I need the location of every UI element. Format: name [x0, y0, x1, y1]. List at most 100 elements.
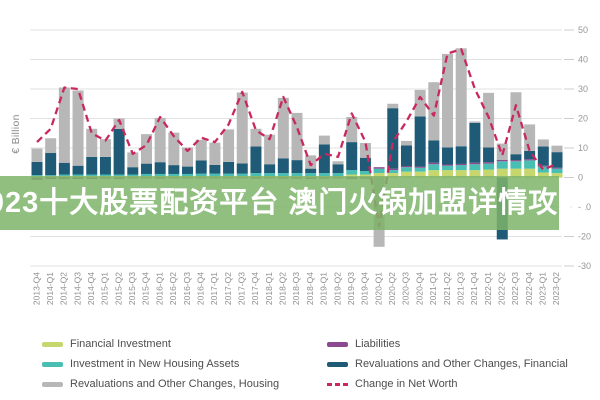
bar-segment [551, 152, 563, 168]
bar-segment [332, 173, 344, 177]
bar-segment [400, 145, 412, 166]
x-axis-label: 2014-Q4 [86, 272, 96, 305]
bar-segment [455, 163, 467, 166]
bar-segment [373, 167, 385, 169]
bar-segment [387, 103, 399, 109]
legend-item: Investment in New Housing Assets [42, 356, 239, 372]
bar-2021-Q1 [428, 82, 440, 178]
bar-2021-Q4 [469, 121, 481, 178]
y-axis-tick-label: 40 [578, 55, 588, 65]
legend-item: Financial Investment [42, 336, 171, 352]
bar-segment [510, 160, 522, 162]
x-axis-label: 2019-Q4 [360, 272, 370, 305]
bar-segment [414, 171, 426, 178]
bar-segment [387, 108, 399, 169]
x-axis-label: 2022-Q1 [483, 272, 493, 305]
bar-segment [223, 161, 235, 174]
bar-segment [86, 128, 98, 157]
x-axis-label: 2017-Q3 [237, 272, 247, 305]
x-axis-label: 2013-Q4 [31, 272, 41, 305]
bar-segment [346, 142, 358, 171]
bar-segment [346, 170, 358, 175]
bar-segment [537, 139, 549, 147]
bar-segment [140, 134, 152, 164]
bar-segment [182, 166, 194, 174]
bar-2017-Q1 [209, 142, 221, 179]
bar-segment [72, 174, 84, 177]
bar-2018-Q2 [277, 97, 289, 179]
x-axis-label: 2014-Q3 [72, 272, 82, 305]
bar-segment [99, 139, 111, 157]
legend-item: Revaluations and Other Changes, Financia… [327, 356, 568, 372]
x-axis-label: 2020-Q2 [387, 272, 397, 305]
bar-segment [400, 165, 412, 168]
legend-color-swatch [42, 381, 63, 387]
bar-segment [277, 173, 289, 177]
legend-label: Change in Net Worth [355, 378, 458, 390]
bar-2019-Q3 [346, 117, 358, 179]
bar-segment [168, 132, 180, 166]
bar-segment [318, 173, 330, 177]
legend-label: Revaluations and Other Changes, Financia… [355, 358, 568, 370]
bar-segment [483, 147, 495, 163]
x-axis-label: 2019-Q1 [319, 272, 329, 305]
legend-item: Liabilities [327, 336, 400, 352]
bar-segment [400, 171, 412, 178]
bar-segment [442, 165, 454, 171]
x-axis-label: 2022-Q3 [510, 272, 520, 305]
x-axis-label: 2021-Q4 [469, 272, 479, 305]
y-axis-tick-label: 50 [578, 25, 588, 35]
bar-segment [455, 165, 467, 171]
x-axis-label: 2021-Q3 [455, 272, 465, 305]
x-axis-label: 2020-Q4 [414, 272, 424, 305]
x-axis-label: 2017-Q4 [250, 272, 260, 305]
bar-segment [58, 174, 70, 177]
bar-segment [250, 173, 262, 177]
bar-segment [359, 157, 371, 172]
legend-item: Change in Net Worth [327, 376, 458, 392]
bar-segment [537, 166, 549, 173]
x-axis-label: 2016-Q3 [182, 272, 192, 305]
bar-2015-Q4 [140, 134, 152, 179]
y-axis-tick-label: -20 [578, 232, 591, 242]
bar-segment [72, 165, 84, 175]
bar-segment [469, 121, 481, 123]
bar-segment [483, 92, 495, 148]
bar-2022-Q3 [510, 92, 522, 178]
bar-segment [86, 156, 98, 175]
bar-segment [113, 128, 125, 175]
x-axis-label: 2015-Q2 [113, 272, 123, 305]
x-axis-label: 2019-Q3 [346, 272, 356, 305]
bar-segment [469, 162, 481, 165]
legend-label: Liabilities [355, 338, 401, 350]
bar-segment [250, 146, 262, 174]
bar-segment [291, 173, 303, 177]
bar-segment [127, 174, 139, 177]
bar-2022-Q4 [524, 124, 536, 178]
bar-segment [496, 159, 508, 162]
bar-segment [209, 173, 221, 177]
bar-2015-Q1 [99, 139, 111, 179]
bar-segment [483, 169, 495, 178]
legend-label: Investment in New Housing Assets [70, 358, 240, 370]
bar-segment [524, 150, 536, 160]
x-axis-label: 2023-Q1 [538, 272, 548, 305]
bar-segment [428, 164, 440, 171]
bar-segment [113, 118, 125, 129]
bar-segment [442, 147, 454, 165]
x-axis-label: 2014-Q2 [59, 272, 69, 305]
legend-color-swatch [327, 341, 348, 347]
bar-2017-Q2 [223, 129, 235, 179]
x-axis-label: 2018-Q1 [264, 272, 274, 305]
bar-2020-Q3 [400, 140, 412, 178]
x-axis-label: 2020-Q1 [373, 272, 383, 305]
bar-segment [277, 158, 289, 174]
bar-segment [483, 162, 495, 164]
x-axis-label: 2022-Q4 [524, 272, 534, 305]
bar-2021-Q2 [442, 53, 454, 178]
bar-segment [373, 173, 385, 178]
bar-segment [140, 173, 152, 177]
x-axis-label: 2016-Q2 [168, 272, 178, 305]
x-axis-label: 2021-Q1 [428, 272, 438, 305]
